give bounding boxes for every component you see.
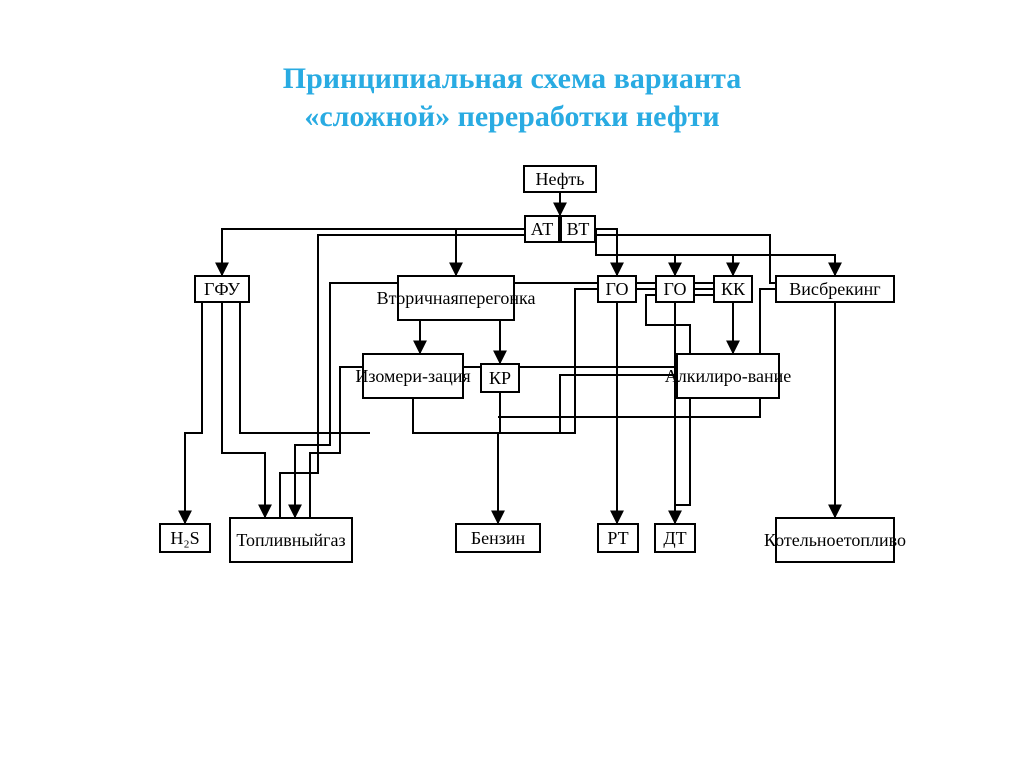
node-benzin: Бензин <box>455 523 541 553</box>
node-kk: КК <box>713 275 753 303</box>
edge-alk-benzin <box>498 375 676 433</box>
node-at: АТ <box>524 215 560 243</box>
node-alk: Алкилиро-вание <box>676 353 780 399</box>
edge-gfu-fuelgas <box>222 303 265 517</box>
node-go2: ГО <box>655 275 695 303</box>
node-h2s: H₂S <box>159 523 211 553</box>
page-title: Принципиальная схема варианта «сложной» … <box>0 0 1024 135</box>
node-izom: Изомери-зация <box>362 353 464 399</box>
edge-kk-dt <box>646 295 713 505</box>
node-fuelgas: Топливныйгаз <box>229 517 353 563</box>
edge-kr-benzin <box>498 393 500 433</box>
edges-layer <box>0 135 1024 655</box>
title-line-2: «сложной» переработки нефти <box>304 100 719 133</box>
node-oil: Нефть <box>523 165 597 193</box>
node-boiler: Котельноетопливо <box>775 517 895 563</box>
edge-gfu-h2s <box>185 303 202 523</box>
node-vt: ВТ <box>560 215 596 243</box>
node-vtor: Вторичнаяперегонка <box>397 275 515 321</box>
title-line-1: Принципиальная схема варианта <box>283 62 741 95</box>
node-dt: ДТ <box>654 523 696 553</box>
node-go1: ГО <box>597 275 637 303</box>
node-gfu: ГФУ <box>194 275 250 303</box>
edge-izom-benzin <box>413 399 498 523</box>
node-visb: Висбрекинг <box>775 275 895 303</box>
node-rt: РТ <box>597 523 639 553</box>
flowchart-diagram: Нефть АТВТ ГФУ Вторичнаяперегонка ГО ГО КК Висб… <box>0 135 1024 655</box>
node-kr: КР <box>480 363 520 393</box>
